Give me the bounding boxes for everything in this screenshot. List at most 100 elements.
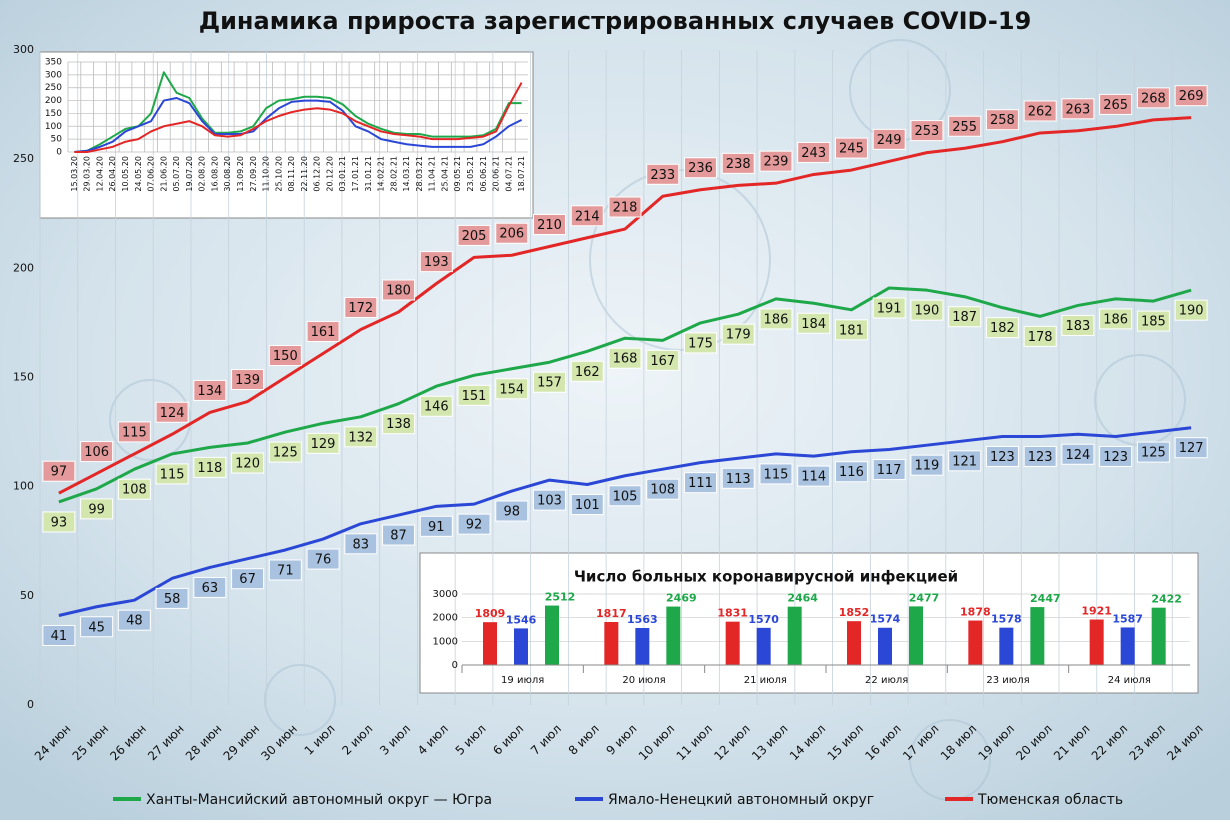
data-label-box [268,345,302,366]
data-label-box [155,463,189,485]
data-label: 139 [235,373,260,388]
data-label: 269 [1179,89,1204,104]
data-label: 2512 [545,591,576,604]
series-line [74,82,523,153]
x-tick-label: 02.08.20 [198,156,207,192]
bar [909,606,923,665]
data-label: 1570 [748,613,779,626]
data-label: 183 [1065,319,1090,334]
data-label: 239 [764,155,789,170]
data-label: 236 [688,161,713,176]
data-label-box [721,467,755,489]
data-label-box [646,163,680,185]
data-label: 253 [915,124,940,139]
data-label: 187 [952,310,977,325]
data-label-box [570,360,604,382]
x-tick-label: 21 июля [744,675,787,686]
data-label-box [193,456,227,478]
data-label: 146 [424,400,449,415]
data-label: 191 [877,301,902,316]
data-label: 190 [1179,304,1204,319]
data-label-box [193,379,227,401]
x-tick-label: 29.03.20 [83,156,92,192]
y-tick-label: 1000 [433,636,458,647]
data-label: 63 [202,581,219,596]
data-label: 1852 [839,606,870,619]
data-label: 1587 [1112,612,1143,625]
x-tick-label: 25.04.21 [440,156,449,192]
data-label: 179 [726,328,751,343]
x-tick-label: 04.07.21 [504,156,513,192]
x-tick-label: 31.01.21 [364,156,373,192]
x-tick-label: 06.06.21 [479,156,488,192]
data-label: 125 [273,446,298,461]
x-tick-label: 10.05.20 [121,156,130,192]
data-label: 2477 [909,591,940,604]
data-label-box [42,624,76,646]
bar [1089,619,1104,665]
data-label: 123 [1028,450,1053,465]
bar [545,605,559,665]
data-label: 1817 [596,607,627,620]
bar [1151,607,1166,665]
bar [756,627,771,665]
x-tick-label: 15.03.20 [70,156,79,192]
data-label-box [42,460,76,482]
data-label-box [759,150,793,172]
data-label: 1574 [870,613,901,626]
data-label: 115 [122,425,147,440]
data-label-box [910,454,944,476]
data-label: 205 [462,229,487,244]
x-tick-label: 19 июля [501,675,544,686]
data-label: 115 [764,467,789,482]
data-label: 245 [839,142,864,157]
data-label: 186 [764,312,789,327]
data-label-box [721,152,755,174]
data-label: 168 [613,352,638,367]
data-label: 255 [952,120,977,135]
data-label-box [759,308,793,330]
data-label-box [117,421,151,443]
y-tick-label: 350 [45,58,62,68]
data-label: 118 [197,461,222,476]
y-tick-label: 250 [13,152,34,165]
x-tick-label: 16.08.20 [210,156,219,192]
data-label-box [721,323,755,345]
data-label-box [948,115,982,137]
y-tick-label: 0 [56,148,62,158]
x-tick-label: 12.04.20 [95,156,104,192]
data-label-box [872,459,906,481]
data-label-box [268,441,302,463]
data-label: 1546 [506,613,537,626]
data-label: 108 [650,483,675,498]
data-label: 99 [88,502,105,517]
data-label: 83 [353,537,370,552]
data-label-box [872,128,906,150]
data-label-box [797,141,831,163]
data-label-box [759,463,793,485]
data-label: 132 [348,430,373,445]
data-label-box [1061,443,1095,465]
series-line [74,71,522,153]
bar [787,606,802,665]
data-label: 123 [990,450,1015,465]
data-label: 175 [688,336,713,351]
x-tick-label: 22.11.20 [300,156,309,192]
data-label-box [834,461,868,483]
data-label-box [683,332,717,354]
data-label: 1921 [1081,605,1112,618]
data-label: 172 [348,301,373,316]
data-label-box [570,493,604,515]
data-label-box [834,319,868,341]
data-label: 161 [311,325,336,340]
data-label-box [268,559,302,581]
data-label-box [1136,87,1170,109]
x-tick-label: 07.06.20 [147,156,156,192]
data-label-box [533,371,567,393]
data-label-box [834,137,868,159]
data-label: 249 [877,133,902,148]
data-label-box [910,120,944,142]
data-label: 117 [877,463,902,478]
data-label: 243 [801,146,826,161]
